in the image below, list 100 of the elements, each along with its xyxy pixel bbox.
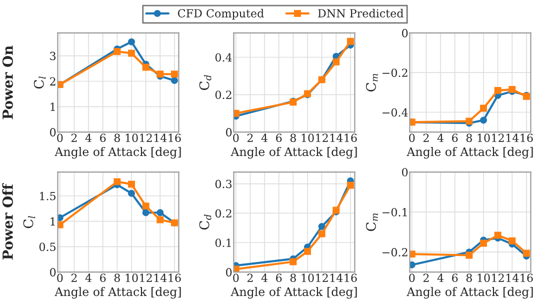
x-tick-label: 0 <box>57 134 63 142</box>
x-axis-title: Angle of Attack [deg] <box>230 146 357 159</box>
point <box>234 110 240 117</box>
y-tick-label: 1 <box>50 217 55 226</box>
y-tick-label: 0 <box>226 268 232 276</box>
y-tick-label: −0.2 <box>382 68 408 77</box>
x-tick-label: 14 <box>330 274 343 282</box>
point <box>114 178 121 186</box>
point <box>58 221 64 228</box>
point <box>508 237 516 244</box>
text: Power On <box>2 46 13 120</box>
legend-label: DNN Predicted <box>318 8 404 18</box>
x-tick-label: 2 <box>247 134 253 142</box>
y-axis-title: C$_{l}$ <box>23 216 36 228</box>
x-tick-label: 12 <box>140 134 152 142</box>
y-tick-label: 0 <box>402 28 408 38</box>
x-tick-label: 10 <box>302 134 314 142</box>
point <box>480 104 487 112</box>
y-tick-label: 0 <box>402 168 408 176</box>
point <box>156 209 164 216</box>
x-tick-label: 4 <box>261 134 268 142</box>
legend-label: CFD Computed <box>178 8 264 20</box>
x-tick-label: 16 <box>168 134 181 142</box>
x-tick-label: 12 <box>316 274 328 282</box>
x-tick-label: 10 <box>126 134 138 142</box>
point <box>114 48 121 55</box>
x-tick-label: 10 <box>478 134 490 142</box>
x-tick-label: 16 <box>520 134 533 142</box>
point <box>142 64 150 71</box>
x-tick-label: 8 <box>466 134 472 142</box>
x-tick-label: 12 <box>316 134 328 142</box>
point <box>170 76 178 84</box>
point <box>290 258 297 266</box>
x-tick-label: 8 <box>114 134 120 142</box>
x-tick-label: 0 <box>409 134 415 142</box>
x-tick-label: 6 <box>452 134 458 142</box>
x-tick-label: 16 <box>520 274 533 282</box>
y-tick-label: 0.4 <box>215 53 232 62</box>
x-tick-label: 8 <box>466 274 472 282</box>
point <box>128 180 135 188</box>
y-tick-label: 1.5 <box>40 192 56 200</box>
point <box>128 50 135 57</box>
x-tick-label: 8 <box>290 134 296 142</box>
x-tick-label: 10 <box>126 274 138 282</box>
y-tick-label: −0.1 <box>382 208 407 216</box>
point <box>142 202 150 210</box>
x-tick-label: 14 <box>506 274 519 282</box>
point <box>522 250 530 257</box>
point <box>466 252 473 259</box>
y-tick-label: 0.5 <box>39 242 56 252</box>
y-tick-label: 0.2 <box>215 90 232 100</box>
point <box>410 250 416 258</box>
x-axis-title: Angle of Attack [deg] <box>54 146 181 159</box>
x-tick-label: 2 <box>71 134 77 142</box>
x-tick-label: 0 <box>233 274 239 282</box>
x-tick-label: 12 <box>492 134 504 142</box>
x-axis-title: Angle of Attack [deg] <box>406 146 533 159</box>
y-axis-title: C$_{m}$ <box>366 213 378 231</box>
point <box>318 230 326 238</box>
x-tick-label: 2 <box>71 274 77 282</box>
point <box>128 38 135 46</box>
x-tick-label: 4 <box>85 274 92 282</box>
x-tick-label: 4 <box>85 134 92 142</box>
y-axis-title: C$_{d}$ <box>199 214 212 230</box>
point <box>346 38 354 45</box>
y-tick-label: 0.2 <box>215 209 232 218</box>
point <box>494 86 502 94</box>
point <box>142 209 150 216</box>
point <box>332 58 340 66</box>
x-tick-label: 14 <box>506 134 519 142</box>
x-tick-label: 6 <box>276 134 282 142</box>
x-tick-label: 14 <box>330 134 343 142</box>
x-tick-label: 8 <box>290 274 296 282</box>
text: Power Off <box>2 183 13 260</box>
x-tick-label: 12 <box>140 274 152 282</box>
x-tick-label: 6 <box>100 134 106 142</box>
x-tick-label: 6 <box>276 274 282 282</box>
x-axis-title: Angle of Attack [deg] <box>230 286 357 299</box>
x-tick-label: 16 <box>344 274 357 282</box>
point <box>480 116 487 124</box>
point <box>304 248 311 255</box>
x-tick-label: 14 <box>154 274 167 282</box>
point <box>494 232 502 239</box>
x-tick-label: 0 <box>409 274 415 282</box>
x-tick-label: 0 <box>57 274 63 282</box>
point <box>170 70 178 78</box>
y-axis-title: C$_{m}$ <box>366 74 378 92</box>
y-tick-label: 3 <box>50 52 56 60</box>
x-tick-label: 4 <box>261 274 268 282</box>
point <box>128 190 135 197</box>
y-tick-label: 0 <box>50 128 56 136</box>
y-tick-label: −0.2 <box>382 248 408 256</box>
x-tick-label: 10 <box>478 274 490 282</box>
y-tick-label: 1 <box>50 102 55 111</box>
x-axis-title: Angle of Attack [deg] <box>54 286 181 299</box>
x-tick-label: 10 <box>302 274 314 282</box>
y-tick-label: 2 <box>50 77 56 86</box>
x-tick-label: 6 <box>100 274 106 282</box>
y-tick-label: 0 <box>226 128 232 136</box>
x-tick-label: 0 <box>233 134 239 142</box>
